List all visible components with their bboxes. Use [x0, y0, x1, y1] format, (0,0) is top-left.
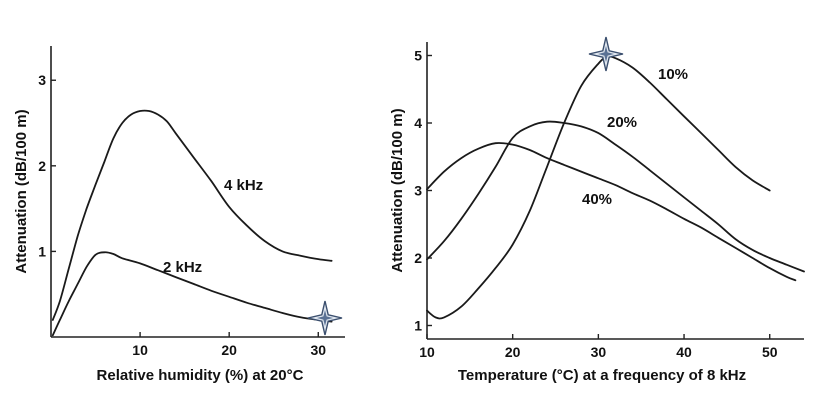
temperature-chart: 10 20 30 40 50 1 2 3 4 5 Temperature (°C) at a fre…	[389, 42, 805, 384]
series-line-40	[426, 142, 797, 282]
x-axis-label: Temperature (°C) at a frequency of 8 kHz	[458, 367, 746, 384]
x-axis-label: Relative humidity (%) at 20°C	[97, 367, 304, 384]
axes: 10 20 30 1 2 3	[38, 46, 345, 358]
x-tick-label: 30	[310, 342, 326, 358]
y-tick-label: 1	[38, 243, 46, 259]
x-tick-label: 20	[505, 344, 521, 360]
axes: 10 20 30 40 50 1 2 3 4 5	[414, 42, 804, 360]
y-tick-label: 3	[38, 72, 46, 88]
series-label: 10%	[658, 66, 688, 83]
x-tick-label: 20	[221, 342, 237, 358]
y-tick-label: 2	[414, 250, 422, 266]
series-line-20	[426, 120, 805, 273]
y-tick-label: 3	[414, 183, 422, 199]
x-tick-label: 50	[762, 344, 778, 360]
humidity-chart: 10 20 30 1 2 3 Relative humidity (%) at 20°C At…	[13, 46, 345, 384]
series-line-4khz	[51, 109, 333, 321]
series-line-10	[426, 55, 771, 320]
x-tick-label: 10	[419, 344, 435, 360]
y-tick-label: 2	[38, 158, 46, 174]
series-label: 20%	[607, 114, 637, 131]
y-axis-label: Attenuation (dB/100 m)	[389, 108, 406, 272]
x-tick-label: 10	[132, 342, 148, 358]
y-axis-label: Attenuation (dB/100 m)	[13, 109, 30, 273]
y-tick-label: 5	[414, 48, 422, 64]
series-label: 2 kHz	[163, 259, 202, 276]
series-line-2khz	[51, 251, 333, 337]
star-markers	[307, 36, 624, 336]
series-label: 40%	[582, 191, 612, 208]
x-tick-label: 30	[591, 344, 607, 360]
x-tick-label: 40	[676, 344, 692, 360]
star-marker-icon	[588, 36, 624, 72]
y-tick-label: 4	[414, 115, 422, 131]
series-label: 4 kHz	[224, 177, 263, 194]
y-tick-label: 1	[414, 318, 422, 334]
star-marker-icon	[307, 300, 343, 336]
